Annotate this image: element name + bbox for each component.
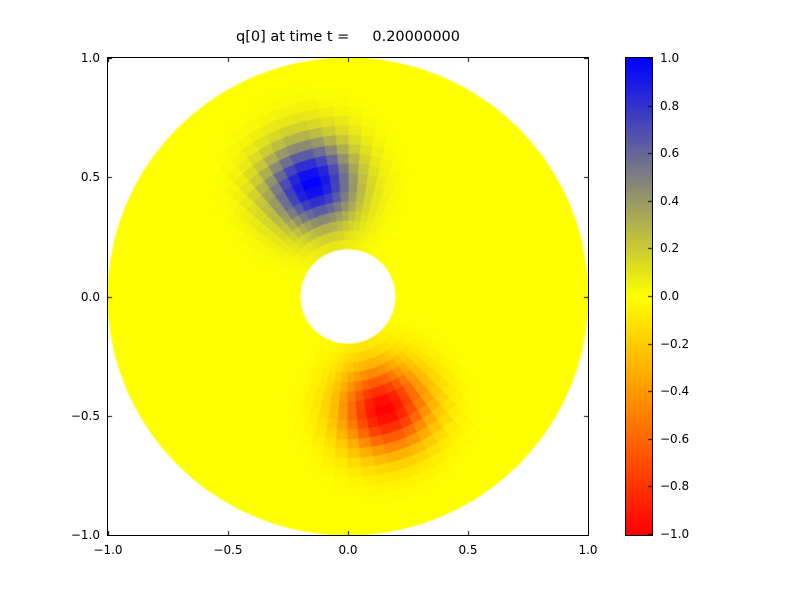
colorbar-tick-label: 1.0 (660, 51, 680, 65)
colorbar-tick-label: −0.8 (660, 479, 690, 494)
annulus-pcolor-plot (108, 58, 588, 535)
y-tick-label: 1.0 (80, 51, 100, 65)
x-tick-label: 0.5 (458, 543, 478, 557)
colorbar-gradient (626, 58, 652, 535)
main-axes (107, 57, 589, 536)
colorbar-tick-label: 0.8 (660, 98, 680, 113)
x-tick-label: 1.0 (578, 543, 598, 557)
colorbar (625, 57, 653, 536)
colorbar-tick-label: 0.0 (660, 289, 680, 303)
colorbar-tick-label: 0.2 (660, 241, 680, 256)
x-tick-label: −1.0 (93, 543, 123, 557)
colorbar-tick-label: −0.4 (660, 384, 690, 399)
y-tick-label: 0.5 (80, 170, 100, 185)
colorbar-tick-label: −0.2 (660, 336, 690, 351)
colorbar-tick-label: −1.0 (660, 527, 690, 541)
x-tick-label: 0.0 (338, 543, 358, 557)
colorbar-tick-label: 0.4 (660, 193, 680, 208)
y-tick-label: 0.0 (80, 289, 100, 304)
colorbar-tick-label: 0.6 (660, 146, 680, 161)
plot-title: q[0] at time t = 0.20000000 (235, 29, 461, 45)
y-tick-label: −1.0 (70, 528, 100, 542)
y-tick-label: −0.5 (70, 408, 100, 423)
colorbar-tick-label: −0.6 (660, 431, 690, 446)
x-tick-label: −0.5 (213, 543, 243, 557)
